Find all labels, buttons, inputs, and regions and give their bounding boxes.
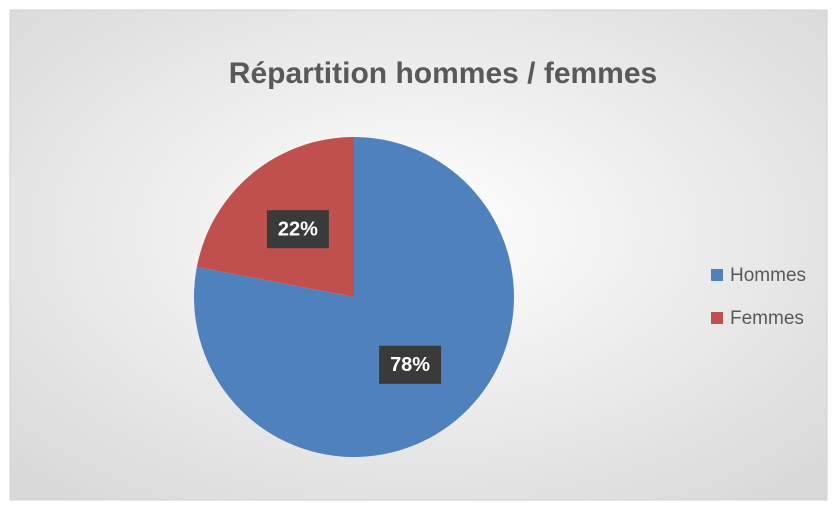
- legend-swatch: [711, 312, 723, 324]
- data-label: 22%: [278, 218, 318, 240]
- legend-label: Femmes: [730, 308, 804, 329]
- legend-label: Hommes: [730, 265, 806, 286]
- data-label: 78%: [390, 354, 430, 376]
- legend-swatch: [711, 269, 723, 281]
- data-label-box: [379, 345, 442, 384]
- data-label-box: [266, 210, 329, 249]
- chart-title: Répartition hommes / femmes: [229, 57, 657, 90]
